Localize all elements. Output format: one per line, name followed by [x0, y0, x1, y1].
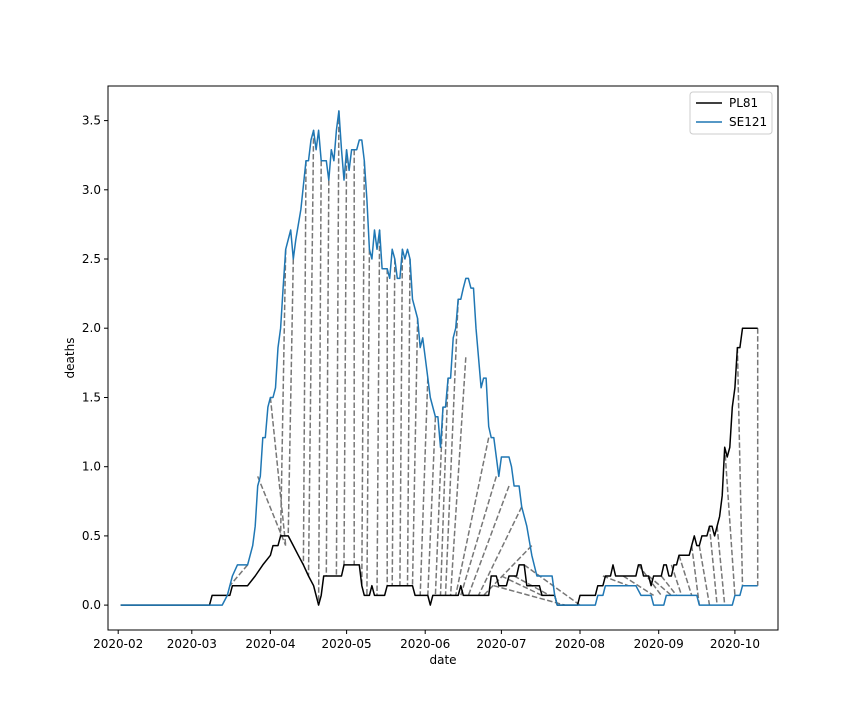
alignment-link [602, 575, 629, 587]
alignment-link [723, 447, 736, 596]
legend-label-pl81: PL81 [729, 96, 758, 110]
alignment-link [736, 347, 744, 586]
alignment-link [460, 476, 498, 596]
alignment-link [411, 318, 419, 586]
alignment-link [257, 476, 287, 546]
y-tick-label: 1.5 [82, 391, 101, 405]
x-tick-label: 2020-04 [245, 637, 295, 651]
x-tick-label: 2020-08 [555, 637, 605, 651]
y-tick-label: 1.0 [82, 460, 101, 474]
alignment-link [454, 437, 490, 596]
x-axis-ticks: 2020-02 2020-03 2020-04 2020-05 2020-06 2020-… [93, 630, 760, 651]
y-tick-label: 0.0 [82, 598, 101, 612]
alignment-link [439, 378, 449, 596]
x-tick-label: 2020-05 [322, 637, 372, 651]
alignment-link [427, 416, 437, 596]
alignment-link [419, 378, 429, 596]
y-axis-ticks: 0.0 0.5 1.0 1.5 2.0 2.5 3.0 3.5 [82, 114, 108, 612]
alignment-link [399, 249, 404, 586]
alignment-link [698, 545, 711, 606]
plot-frame [107, 85, 779, 631]
alignment-link [317, 160, 322, 606]
alignment-link [229, 564, 249, 587]
alignment-link [477, 506, 523, 596]
alignment-link [467, 485, 510, 596]
alignment-link [366, 249, 371, 596]
alignment-link [269, 397, 287, 546]
x-tick-label: 2020-07 [476, 637, 526, 651]
alignment-link [660, 575, 678, 596]
y-tick-label: 3.0 [82, 183, 101, 197]
x-tick-label: 2020-06 [400, 637, 450, 651]
alignment-link [716, 526, 726, 606]
y-tick-label: 0.5 [82, 529, 101, 543]
y-tick-label: 2.0 [82, 321, 101, 335]
legend: PL81 SE121 [689, 91, 773, 135]
alignment-link [493, 584, 565, 606]
alignment-link [391, 258, 396, 586]
alignment-links [229, 110, 759, 606]
alignment-link [483, 545, 533, 596]
alignment-link [444, 299, 459, 596]
alignment-link [287, 258, 295, 536]
alignment-link [279, 249, 287, 536]
y-axis-label: deaths [63, 338, 77, 379]
x-tick-label: 2020-03 [167, 637, 217, 651]
series-lines [120, 110, 758, 606]
alignment-link [376, 229, 381, 596]
legend-label-se121: SE121 [729, 115, 767, 129]
alignment-link [678, 555, 693, 596]
y-tick-label: 2.5 [82, 252, 101, 266]
alignment-link [523, 564, 581, 606]
alignment-link [708, 526, 718, 606]
x-tick-label: 2020-02 [93, 637, 143, 651]
x-axis-label: date [429, 653, 456, 667]
series-line-se121 [120, 110, 758, 606]
alignment-link [449, 357, 467, 596]
alignment-link [302, 160, 307, 565]
alignment-link [622, 575, 655, 597]
alignment-link [307, 130, 315, 577]
alignment-link [325, 180, 330, 577]
alignment-link [690, 545, 701, 606]
y-tick-label: 3.5 [82, 114, 101, 128]
alignment-link [406, 258, 411, 586]
x-tick-label: 2020-10 [710, 637, 760, 651]
alignment-link [343, 149, 348, 565]
series-line-pl81 [120, 327, 758, 606]
alignment-link [335, 110, 340, 577]
x-tick-label: 2020-09 [634, 637, 684, 651]
